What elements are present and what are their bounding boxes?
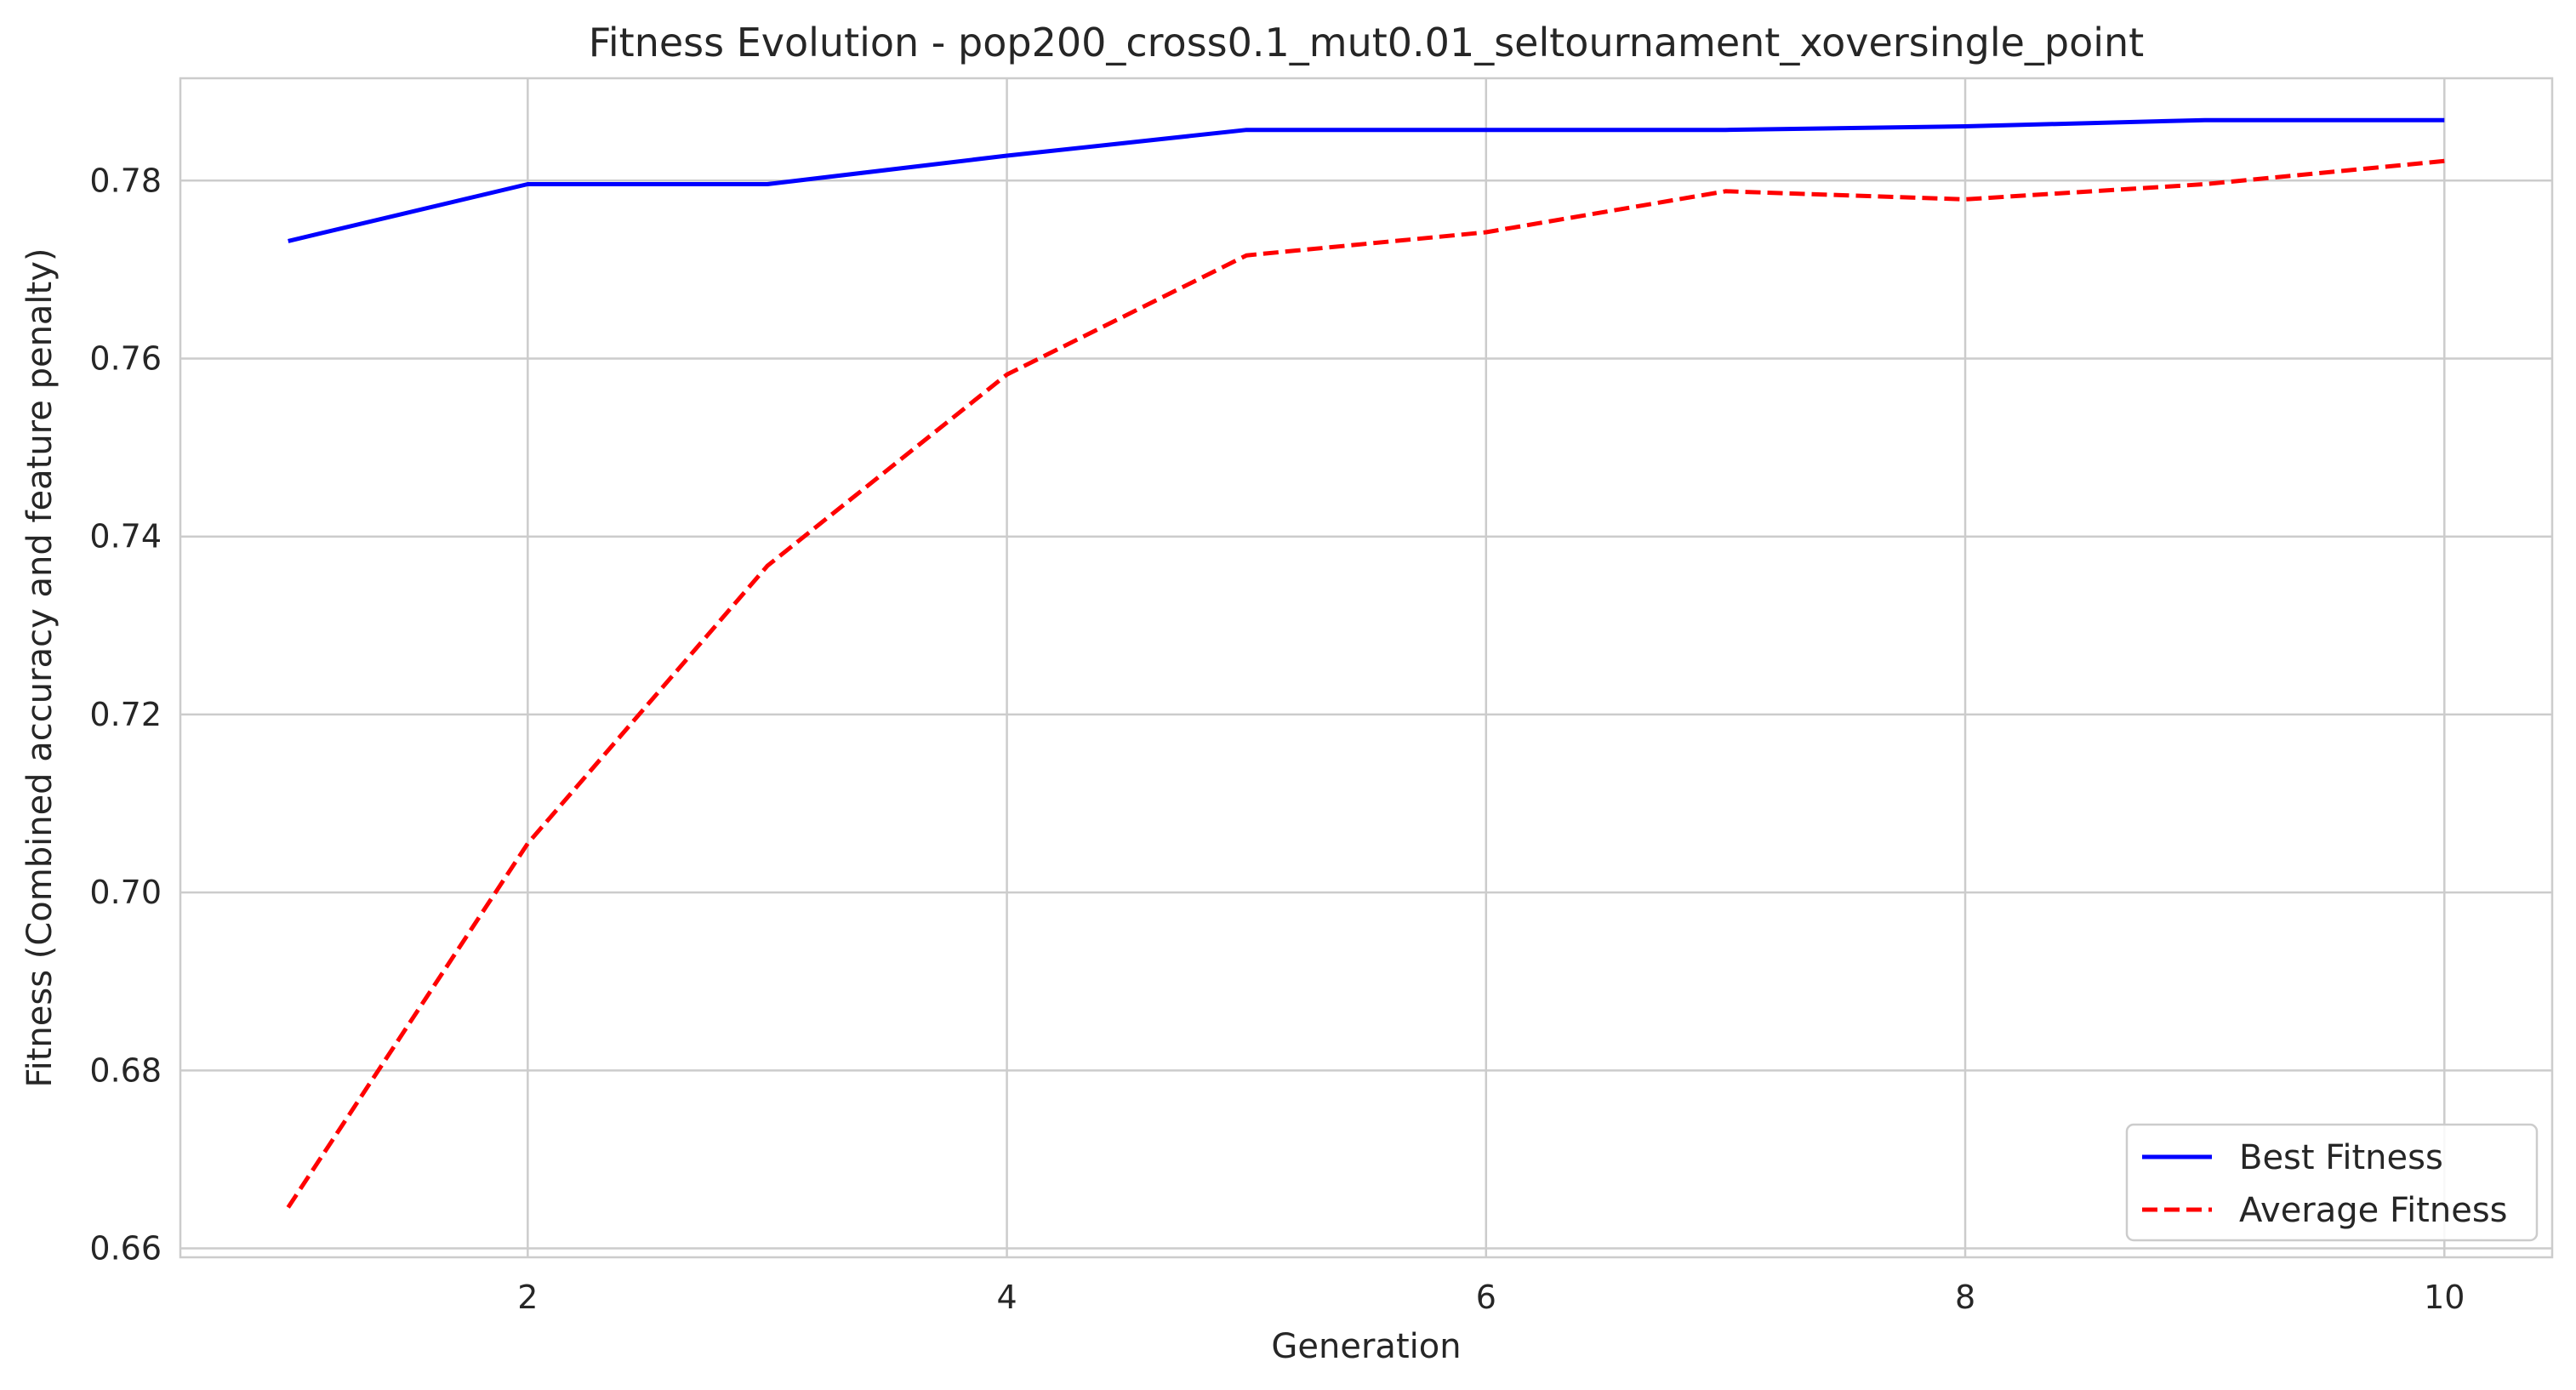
tick-labels: 2 4 6 8 10 0.66 0.68 0.70 0.72 0.74 0.76 0.78 <box>89 162 2465 1316</box>
y-tick-label: 0.70 <box>89 874 162 911</box>
legend-label-average-fitness: Average Fitness <box>2239 1191 2508 1230</box>
x-tick-label: 4 <box>996 1279 1017 1316</box>
legend: Best Fitness Average Fitness <box>2125 1123 2539 1242</box>
y-tick-label: 0.72 <box>89 696 162 733</box>
series-layer <box>286 117 2445 1209</box>
x-tick-label: 8 <box>1955 1279 1975 1316</box>
series-line-average-fitness <box>286 158 2445 1209</box>
chart-title: Fitness Evolution - pop200_cross0.1_mut0… <box>589 20 2144 66</box>
y-tick-label: 0.76 <box>89 340 162 378</box>
y-axis-label: Fitness (Combined accuracy and feature p… <box>20 248 60 1087</box>
x-tick-label: 2 <box>517 1279 538 1316</box>
y-tick-label: 0.68 <box>89 1051 162 1089</box>
y-tick-label: 0.66 <box>89 1230 162 1268</box>
x-axis-label: Generation <box>1271 1327 1461 1366</box>
x-tick-label: 6 <box>1476 1279 1496 1316</box>
x-tick-label: 10 <box>2424 1279 2465 1316</box>
grid <box>180 78 2552 1257</box>
legend-label-best-fitness: Best Fitness <box>2239 1138 2443 1177</box>
series-line-best-fitness <box>288 117 2445 243</box>
legend-box <box>2125 1123 2539 1242</box>
y-tick-label: 0.78 <box>89 162 162 199</box>
plot-frame <box>179 77 2554 1259</box>
y-tick-label: 0.74 <box>89 518 162 555</box>
